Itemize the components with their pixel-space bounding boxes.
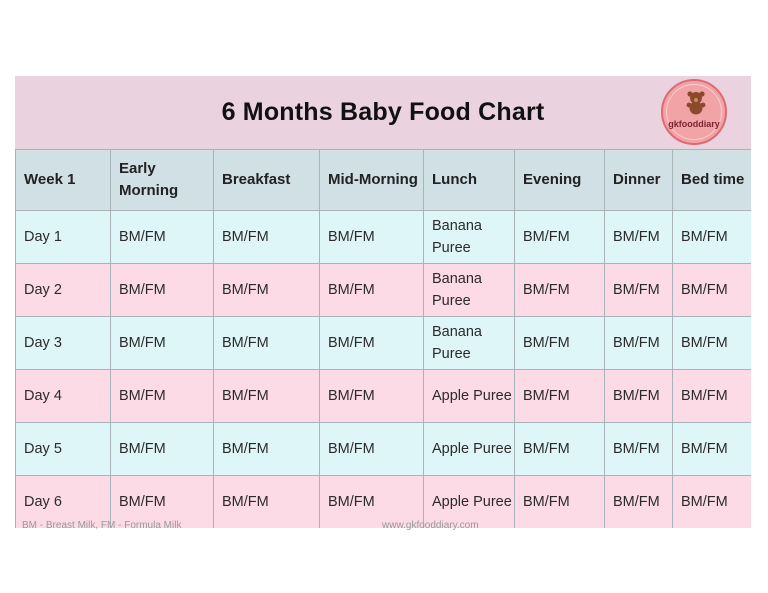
logo: gkfooddiary	[661, 79, 727, 145]
column-header: Dinner	[604, 149, 673, 211]
column-header: Early Morning	[110, 149, 214, 211]
meal-cell: BM/FM	[110, 422, 214, 476]
meal-cell: BM/FM	[319, 422, 424, 476]
meal-cell: BM/FM	[213, 475, 320, 528]
meal-cell: BM/FM	[213, 263, 320, 317]
meal-cell: BM/FM	[319, 475, 424, 528]
column-header: Evening	[514, 149, 605, 211]
meal-cell: BM/FM	[604, 316, 673, 370]
meal-cell: BM/FM	[319, 369, 424, 423]
table-row: Day 4 BM/FM BM/FM BM/FM Apple Puree BM/FM BM/F…	[15, 369, 751, 423]
meal-cell: BM/FM	[604, 422, 673, 476]
meal-cell: Apple Puree	[423, 369, 515, 423]
meal-cell: BM/FM	[604, 263, 673, 317]
day-label-cell: Day 5	[15, 422, 111, 476]
table-header-row: Week 1 Early Morning Breakfast Mid-Morning L…	[15, 149, 751, 211]
meal-cell: BM/FM	[514, 316, 605, 370]
meal-cell: BM/FM	[319, 316, 424, 370]
meal-cell: Banana Puree	[423, 316, 515, 370]
meal-cell: Apple Puree	[423, 422, 515, 476]
column-header: Mid-Morning	[319, 149, 424, 211]
column-header: Breakfast	[213, 149, 320, 211]
table-body: Day 1 BM/FM BM/FM BM/FM Banana Puree BM/FM BM/…	[15, 210, 751, 528]
table-row: Day 6 BM/FM BM/FM BM/FM Apple Puree BM/FM BM/F…	[15, 475, 751, 528]
column-header: Week 1	[15, 149, 111, 211]
meal-cell: BM/FM	[604, 210, 673, 264]
table-row: Day 1 BM/FM BM/FM BM/FM Banana Puree BM/FM BM/…	[15, 210, 751, 264]
meal-cell: BM/FM	[672, 475, 751, 528]
logo-ring	[666, 84, 722, 140]
meal-cell: BM/FM	[110, 475, 214, 528]
meal-cell: BM/FM	[514, 263, 605, 317]
day-label-cell: Day 6	[15, 475, 111, 528]
table-row: Day 2 BM/FM BM/FM BM/FM Banana Puree BM/FM BM/…	[15, 263, 751, 317]
meal-cell: Apple Puree	[423, 475, 515, 528]
meal-cell: BM/FM	[514, 475, 605, 528]
meal-cell: Banana Puree	[423, 210, 515, 264]
meal-cell: BM/FM	[110, 210, 214, 264]
meal-cell: BM/FM	[672, 422, 751, 476]
meal-cell: BM/FM	[672, 369, 751, 423]
day-label-cell: Day 3	[15, 316, 111, 370]
meal-cell: BM/FM	[110, 369, 214, 423]
meal-cell: BM/FM	[514, 422, 605, 476]
chart-header: 6 Months Baby Food Chart gkfooddiary	[15, 76, 751, 149]
day-label-cell: Day 4	[15, 369, 111, 423]
meal-cell: BM/FM	[604, 369, 673, 423]
meal-cell: BM/FM	[110, 263, 214, 317]
meal-cell: BM/FM	[213, 316, 320, 370]
footer-legend: BM - Breast Milk, FM - Formula Milk	[22, 520, 182, 531]
food-chart-table-container: Week 1 Early Morning Breakfast Mid-Morning L…	[15, 149, 751, 528]
meal-cell: BM/FM	[672, 316, 751, 370]
meal-cell: BM/FM	[319, 263, 424, 317]
meal-cell: BM/FM	[514, 369, 605, 423]
meal-cell: BM/FM	[672, 210, 751, 264]
column-header: Lunch	[423, 149, 515, 211]
table-row: Day 5 BM/FM BM/FM BM/FM Apple Puree BM/FM BM/F…	[15, 422, 751, 476]
meal-cell: Banana Puree	[423, 263, 515, 317]
teddy-bear-icon	[686, 91, 706, 115]
meal-cell: BM/FM	[319, 210, 424, 264]
food-chart-table: Week 1 Early Morning Breakfast Mid-Morning L…	[15, 149, 751, 528]
logo-text: gkfooddiary	[668, 119, 720, 129]
table-row: Day 3 BM/FM BM/FM BM/FM Banana Puree BM/FM BM/…	[15, 316, 751, 370]
meal-cell: BM/FM	[213, 422, 320, 476]
day-label-cell: Day 2	[15, 263, 111, 317]
page-title: 6 Months Baby Food Chart	[221, 98, 545, 126]
meal-cell: BM/FM	[672, 263, 751, 317]
meal-cell: BM/FM	[604, 475, 673, 528]
meal-cell: BM/FM	[110, 316, 214, 370]
meal-cell: BM/FM	[213, 369, 320, 423]
meal-cell: BM/FM	[213, 210, 320, 264]
meal-cell: BM/FM	[514, 210, 605, 264]
column-header: Bed time	[672, 149, 751, 211]
footer-website: www.gkfooddiary.com	[382, 520, 479, 531]
day-label-cell: Day 1	[15, 210, 111, 264]
